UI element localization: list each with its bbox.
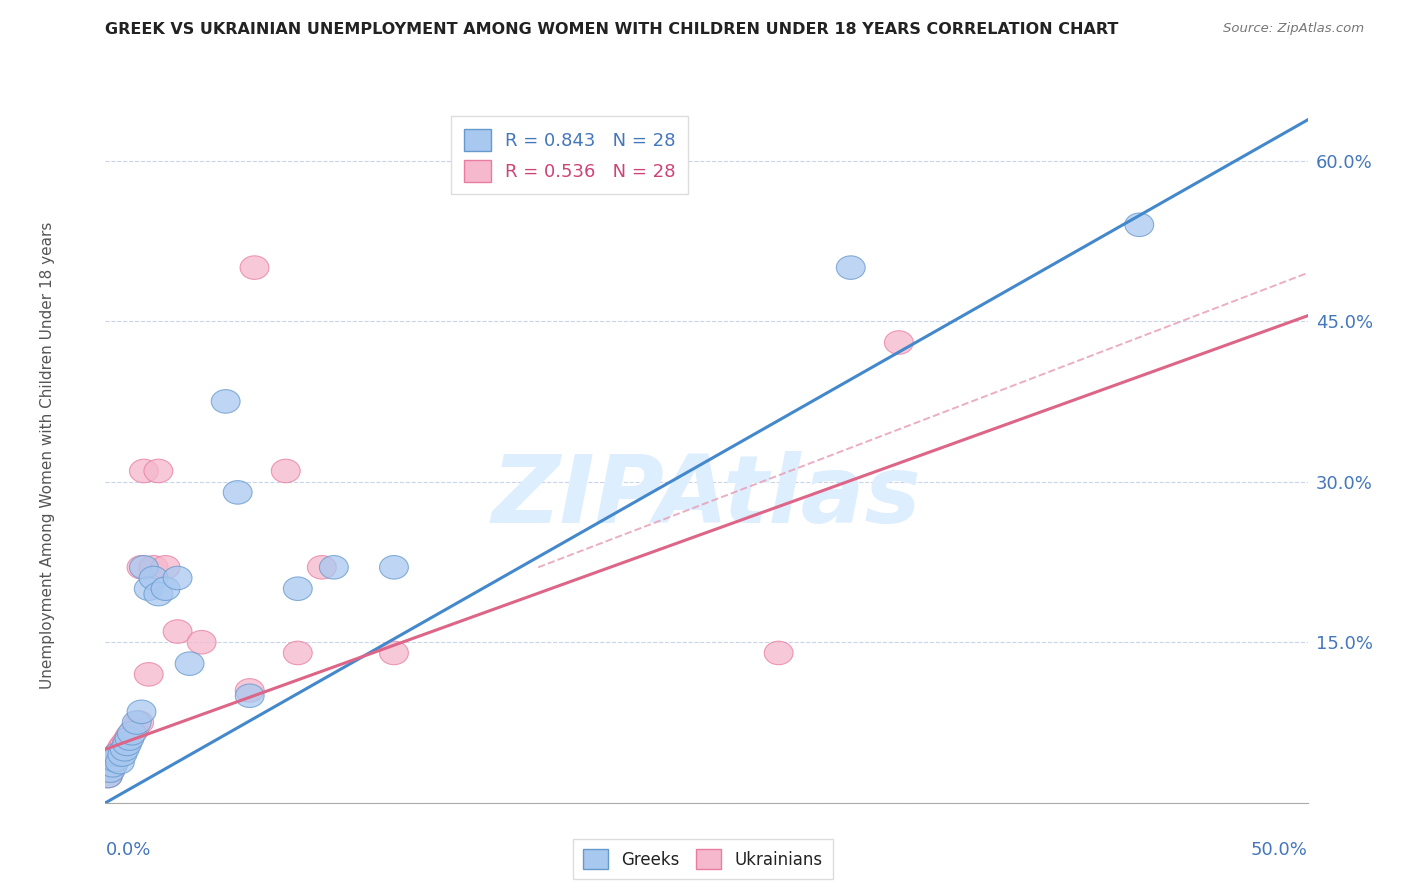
Ellipse shape <box>110 732 139 756</box>
Ellipse shape <box>98 754 127 777</box>
Ellipse shape <box>211 390 240 413</box>
Ellipse shape <box>110 738 139 761</box>
Ellipse shape <box>112 729 142 753</box>
Text: Unemployment Among Women with Children Under 18 years: Unemployment Among Women with Children U… <box>41 221 55 689</box>
Legend: R = 0.843   N = 28, R = 0.536   N = 28: R = 0.843 N = 28, R = 0.536 N = 28 <box>451 116 689 194</box>
Ellipse shape <box>98 754 127 777</box>
Ellipse shape <box>105 739 135 764</box>
Text: Source: ZipAtlas.com: Source: ZipAtlas.com <box>1223 22 1364 36</box>
Ellipse shape <box>380 556 408 579</box>
Ellipse shape <box>118 722 146 745</box>
Ellipse shape <box>105 750 135 774</box>
Ellipse shape <box>101 748 129 772</box>
Ellipse shape <box>143 459 173 483</box>
Ellipse shape <box>235 679 264 702</box>
Text: ZIPAtlas: ZIPAtlas <box>492 450 921 542</box>
Ellipse shape <box>93 764 122 788</box>
Ellipse shape <box>176 652 204 675</box>
Ellipse shape <box>115 724 143 748</box>
Ellipse shape <box>108 735 136 759</box>
Ellipse shape <box>271 459 301 483</box>
Ellipse shape <box>127 556 156 579</box>
Legend: Greeks, Ukrainians: Greeks, Ukrainians <box>574 838 832 880</box>
Ellipse shape <box>319 556 349 579</box>
Ellipse shape <box>143 582 173 606</box>
Ellipse shape <box>139 566 167 590</box>
Ellipse shape <box>112 732 142 756</box>
Ellipse shape <box>224 481 252 504</box>
Ellipse shape <box>284 577 312 600</box>
Ellipse shape <box>108 743 136 766</box>
Ellipse shape <box>150 577 180 600</box>
Text: 0.0%: 0.0% <box>105 841 150 859</box>
Ellipse shape <box>135 577 163 600</box>
Ellipse shape <box>127 700 156 723</box>
Ellipse shape <box>308 556 336 579</box>
Ellipse shape <box>125 711 153 734</box>
Ellipse shape <box>103 743 132 766</box>
Ellipse shape <box>96 759 125 782</box>
Ellipse shape <box>135 663 163 686</box>
Ellipse shape <box>103 743 132 766</box>
Ellipse shape <box>101 748 129 772</box>
Ellipse shape <box>150 556 180 579</box>
Ellipse shape <box>380 641 408 665</box>
Ellipse shape <box>120 718 149 742</box>
Ellipse shape <box>129 556 159 579</box>
Ellipse shape <box>163 566 193 590</box>
Ellipse shape <box>1125 213 1154 236</box>
Ellipse shape <box>163 620 193 643</box>
Text: GREEK VS UKRAINIAN UNEMPLOYMENT AMONG WOMEN WITH CHILDREN UNDER 18 YEARS CORRELA: GREEK VS UKRAINIAN UNEMPLOYMENT AMONG WO… <box>105 22 1119 37</box>
Ellipse shape <box>122 711 150 734</box>
Ellipse shape <box>129 459 159 483</box>
Text: 50.0%: 50.0% <box>1251 841 1308 859</box>
Ellipse shape <box>139 556 167 579</box>
Ellipse shape <box>187 631 217 654</box>
Ellipse shape <box>884 331 914 354</box>
Ellipse shape <box>765 641 793 665</box>
Ellipse shape <box>93 764 122 788</box>
Ellipse shape <box>240 256 269 279</box>
Ellipse shape <box>837 256 865 279</box>
Ellipse shape <box>284 641 312 665</box>
Ellipse shape <box>115 727 143 750</box>
Ellipse shape <box>96 759 125 782</box>
Ellipse shape <box>235 684 264 707</box>
